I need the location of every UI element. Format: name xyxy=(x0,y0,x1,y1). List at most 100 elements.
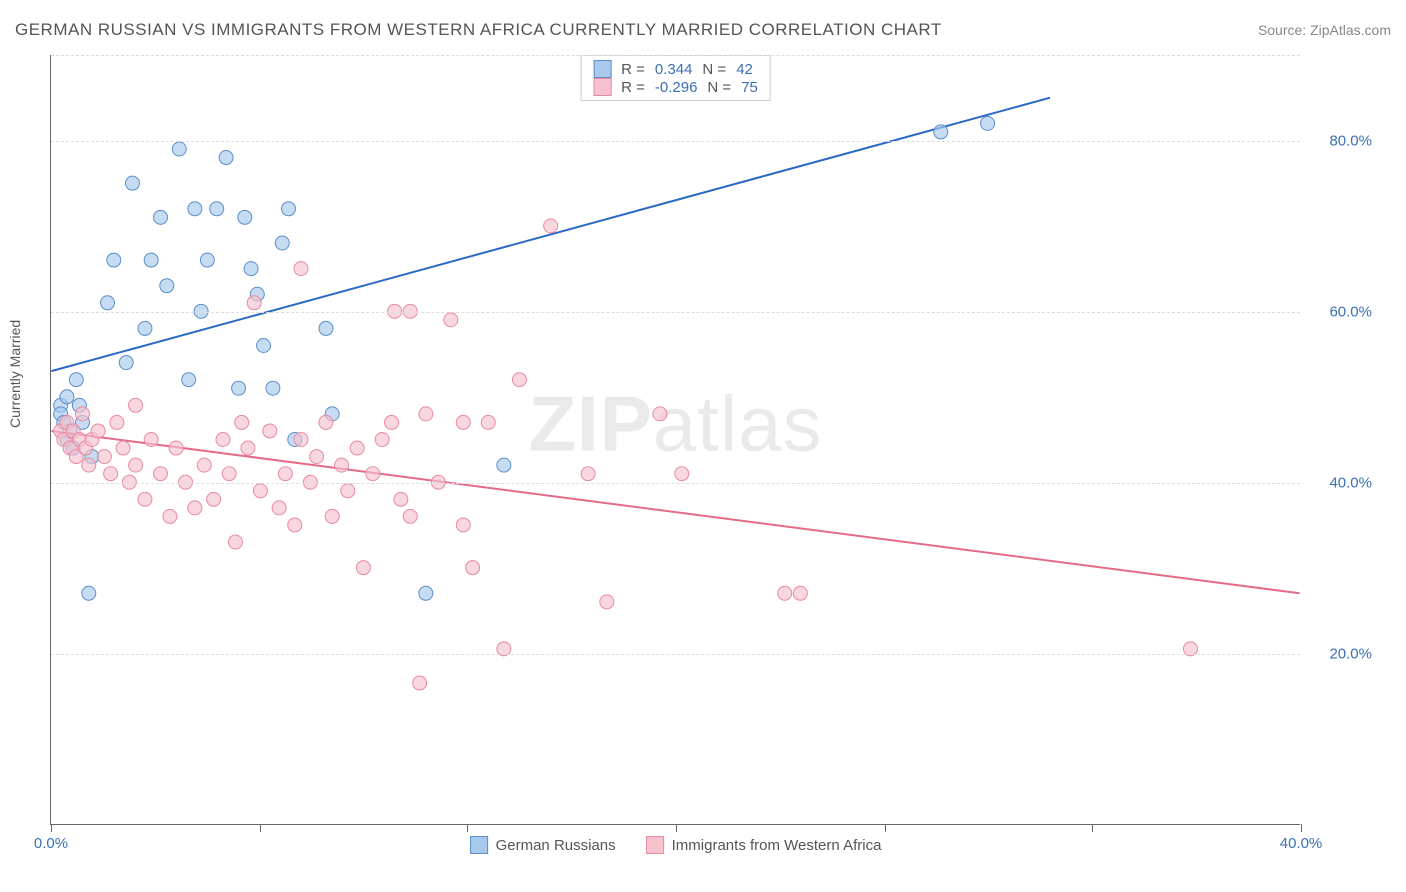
n-value: 75 xyxy=(741,79,758,96)
data-point xyxy=(581,467,595,481)
r-label: R = xyxy=(621,79,645,96)
data-point xyxy=(934,125,948,139)
data-point xyxy=(100,296,114,310)
data-point xyxy=(138,321,152,335)
x-minor-tick xyxy=(260,824,261,832)
data-point xyxy=(294,262,308,276)
data-point xyxy=(244,262,258,276)
source-attribution: Source: ZipAtlas.com xyxy=(1258,22,1391,38)
data-point xyxy=(232,381,246,395)
grid-line xyxy=(51,654,1300,655)
x-tick xyxy=(1301,824,1302,832)
data-point xyxy=(107,253,121,267)
data-point xyxy=(160,279,174,293)
data-point xyxy=(413,676,427,690)
x-tick-label: 40.0% xyxy=(1280,835,1323,852)
data-point xyxy=(116,441,130,455)
data-point xyxy=(76,407,90,421)
source-label: Source: xyxy=(1258,22,1310,38)
data-point xyxy=(653,407,667,421)
data-point xyxy=(144,253,158,267)
data-point xyxy=(512,373,526,387)
data-point xyxy=(169,441,183,455)
data-point xyxy=(138,492,152,506)
x-minor-tick xyxy=(1092,824,1093,832)
data-point xyxy=(544,219,558,233)
data-point xyxy=(219,151,233,165)
data-point xyxy=(182,373,196,387)
n-label: N = xyxy=(702,61,726,78)
data-point xyxy=(341,484,355,498)
data-point xyxy=(481,415,495,429)
data-point xyxy=(263,424,277,438)
data-point xyxy=(497,458,511,472)
bottom-legend: German Russians Immigrants from Western … xyxy=(470,836,882,854)
data-point xyxy=(82,586,96,600)
data-point xyxy=(97,450,111,464)
data-point xyxy=(419,586,433,600)
data-point xyxy=(778,586,792,600)
data-point xyxy=(60,390,74,404)
data-point xyxy=(319,321,333,335)
data-point xyxy=(278,467,292,481)
data-point xyxy=(129,398,143,412)
data-point xyxy=(366,467,380,481)
data-point xyxy=(228,535,242,549)
data-point xyxy=(310,450,324,464)
chart-svg xyxy=(51,55,1300,824)
data-point xyxy=(444,313,458,327)
y-tick-label: 60.0% xyxy=(1329,303,1372,320)
data-point xyxy=(144,433,158,447)
data-point xyxy=(325,509,339,523)
data-point xyxy=(793,586,807,600)
legend-item: Immigrants from Western Africa xyxy=(646,836,882,854)
data-point xyxy=(466,561,480,575)
x-tick xyxy=(51,824,52,832)
data-point xyxy=(238,210,252,224)
data-point xyxy=(257,339,271,353)
data-point xyxy=(110,415,124,429)
data-point xyxy=(335,458,349,472)
data-point xyxy=(375,433,389,447)
data-point xyxy=(456,518,470,532)
grid-line xyxy=(51,55,1300,56)
grid-line xyxy=(51,312,1300,313)
data-point xyxy=(154,210,168,224)
data-point xyxy=(91,424,105,438)
data-point xyxy=(981,116,995,130)
data-point xyxy=(82,458,96,472)
y-tick-label: 40.0% xyxy=(1329,474,1372,491)
data-point xyxy=(282,202,296,216)
data-point xyxy=(188,501,202,515)
y-tick-label: 80.0% xyxy=(1329,132,1372,149)
r-value: 0.344 xyxy=(655,61,693,78)
data-point xyxy=(394,492,408,506)
data-point xyxy=(216,433,230,447)
legend-label: Immigrants from Western Africa xyxy=(672,837,882,854)
data-point xyxy=(235,415,249,429)
data-point xyxy=(253,484,267,498)
data-point xyxy=(104,467,118,481)
data-point xyxy=(403,509,417,523)
stats-row: R = 0.344 N = 42 xyxy=(593,60,758,78)
data-point xyxy=(69,373,83,387)
legend-swatch xyxy=(646,836,664,854)
data-point xyxy=(294,433,308,447)
data-point xyxy=(210,202,224,216)
data-point xyxy=(163,509,177,523)
data-point xyxy=(247,296,261,310)
data-point xyxy=(266,381,280,395)
data-point xyxy=(129,458,143,472)
data-point xyxy=(350,441,364,455)
legend-swatch xyxy=(593,78,611,96)
y-tick-label: 20.0% xyxy=(1329,645,1372,662)
data-point xyxy=(456,415,470,429)
trend-line xyxy=(51,98,1050,371)
y-axis-label: Currently Married xyxy=(7,320,23,428)
x-tick xyxy=(676,824,677,832)
data-point xyxy=(288,518,302,532)
legend-swatch xyxy=(470,836,488,854)
data-point xyxy=(200,253,214,267)
x-minor-tick xyxy=(467,824,468,832)
legend-label: German Russians xyxy=(496,837,616,854)
